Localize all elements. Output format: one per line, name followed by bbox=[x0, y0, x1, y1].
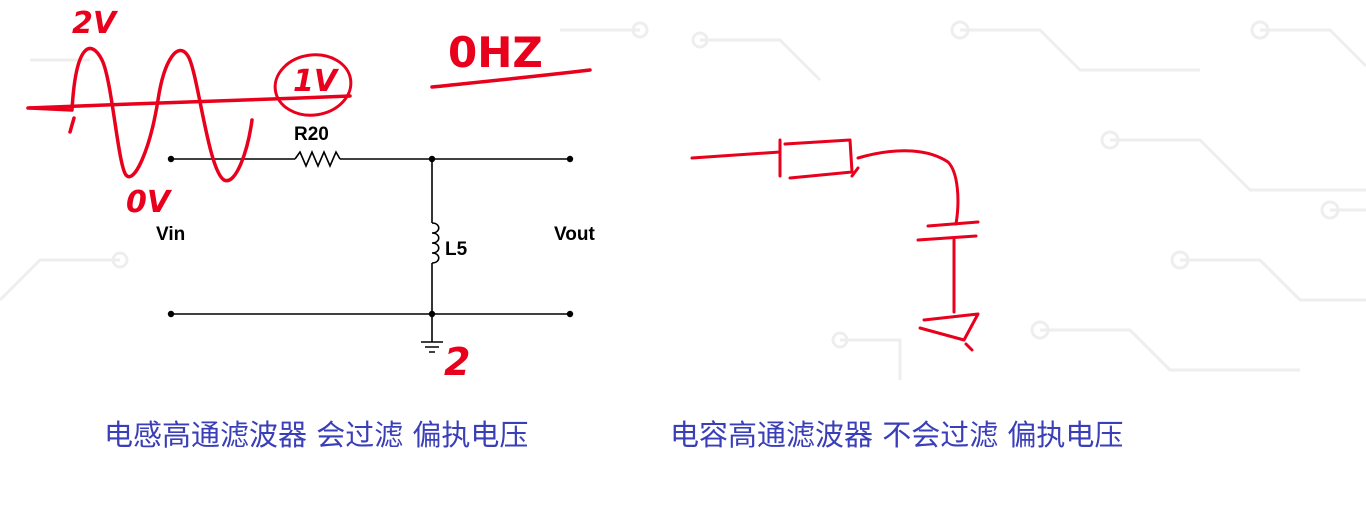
vin-label: Vin bbox=[156, 224, 186, 245]
inductor-l5-symbol bbox=[431, 222, 440, 264]
vout-label: Vout bbox=[554, 224, 595, 245]
vout-bottom-terminal bbox=[566, 310, 574, 318]
sketch-series-element bbox=[778, 138, 860, 180]
resistor-label: R20 bbox=[294, 124, 329, 145]
resistor-r20-symbol bbox=[294, 149, 341, 169]
vin-top-terminal bbox=[167, 155, 175, 163]
inductor-filter-caption: 电感高通滤波器 会过滤 偏执电压 bbox=[104, 418, 529, 452]
inductor-high-pass-schematic bbox=[171, 149, 570, 353]
ground-symbol bbox=[421, 341, 443, 353]
vin-bottom-terminal bbox=[167, 310, 175, 318]
junction-top bbox=[428, 155, 436, 163]
background-pattern bbox=[0, 20, 1366, 380]
bias-circle-annotation bbox=[273, 53, 353, 117]
inductor-label: L5 bbox=[445, 239, 468, 260]
sketch-ground-symbol bbox=[918, 312, 980, 352]
capacitor-high-pass-sketch bbox=[690, 138, 980, 352]
sketch-wire-to-shunt bbox=[856, 149, 960, 226]
vout-top-terminal bbox=[566, 155, 574, 163]
junction-bottom bbox=[428, 310, 436, 318]
sketch-capacitor-plates bbox=[916, 220, 980, 242]
frequency-annotation: 0HZ bbox=[448, 28, 543, 77]
frequency-underline bbox=[430, 68, 592, 89]
bias-voltage-annotation: 1V bbox=[293, 64, 338, 99]
peak-voltage-annotation: 2V bbox=[72, 6, 117, 41]
low-voltage-annotation: 0V bbox=[126, 185, 171, 220]
ground-annotation: 2 bbox=[444, 340, 471, 384]
capacitor-filter-caption: 电容高通滤波器 不会过滤 偏执电压 bbox=[670, 418, 1124, 452]
schematic-nodes bbox=[167, 155, 574, 318]
sketch-input-wire bbox=[690, 150, 782, 160]
